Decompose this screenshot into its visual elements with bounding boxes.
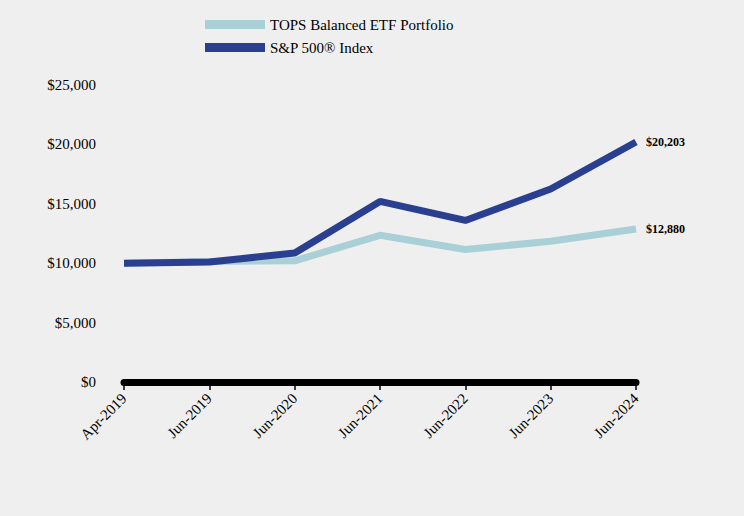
svg-text:$12,880: $12,880 [646, 222, 685, 236]
svg-text:Jun-2022: Jun-2022 [420, 390, 471, 441]
svg-text:$5,000: $5,000 [55, 315, 96, 331]
svg-text:Jun-2021: Jun-2021 [335, 390, 386, 441]
svg-text:$10,000: $10,000 [47, 255, 96, 271]
svg-text:TOPS Balanced ETF Portfolio: TOPS Balanced ETF Portfolio [270, 17, 453, 33]
svg-text:$20,000: $20,000 [47, 136, 96, 152]
svg-text:S&P 500® Index: S&P 500® Index [270, 40, 374, 56]
svg-text:$15,000: $15,000 [47, 196, 96, 212]
svg-text:Jun-2024: Jun-2024 [591, 390, 642, 441]
svg-text:$25,000: $25,000 [47, 77, 96, 93]
svg-text:$20,203: $20,203 [646, 135, 685, 149]
svg-text:Jun-2023: Jun-2023 [506, 390, 557, 441]
svg-text:$0: $0 [81, 374, 96, 390]
svg-text:Apr-2019: Apr-2019 [77, 390, 129, 442]
svg-text:Jun-2020: Jun-2020 [250, 390, 301, 441]
svg-text:Jun-2019: Jun-2019 [164, 390, 215, 441]
